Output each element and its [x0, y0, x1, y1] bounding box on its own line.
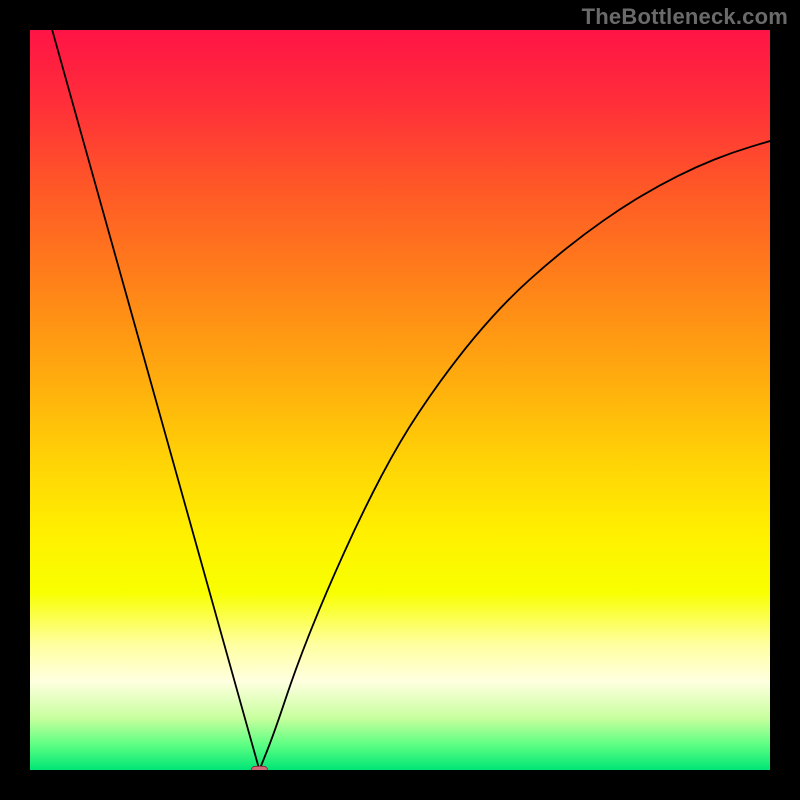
watermark-text: TheBottleneck.com — [582, 4, 788, 30]
chart-background — [30, 30, 770, 770]
figure-container: TheBottleneck.com — [0, 0, 800, 800]
chart-svg — [0, 0, 800, 800]
